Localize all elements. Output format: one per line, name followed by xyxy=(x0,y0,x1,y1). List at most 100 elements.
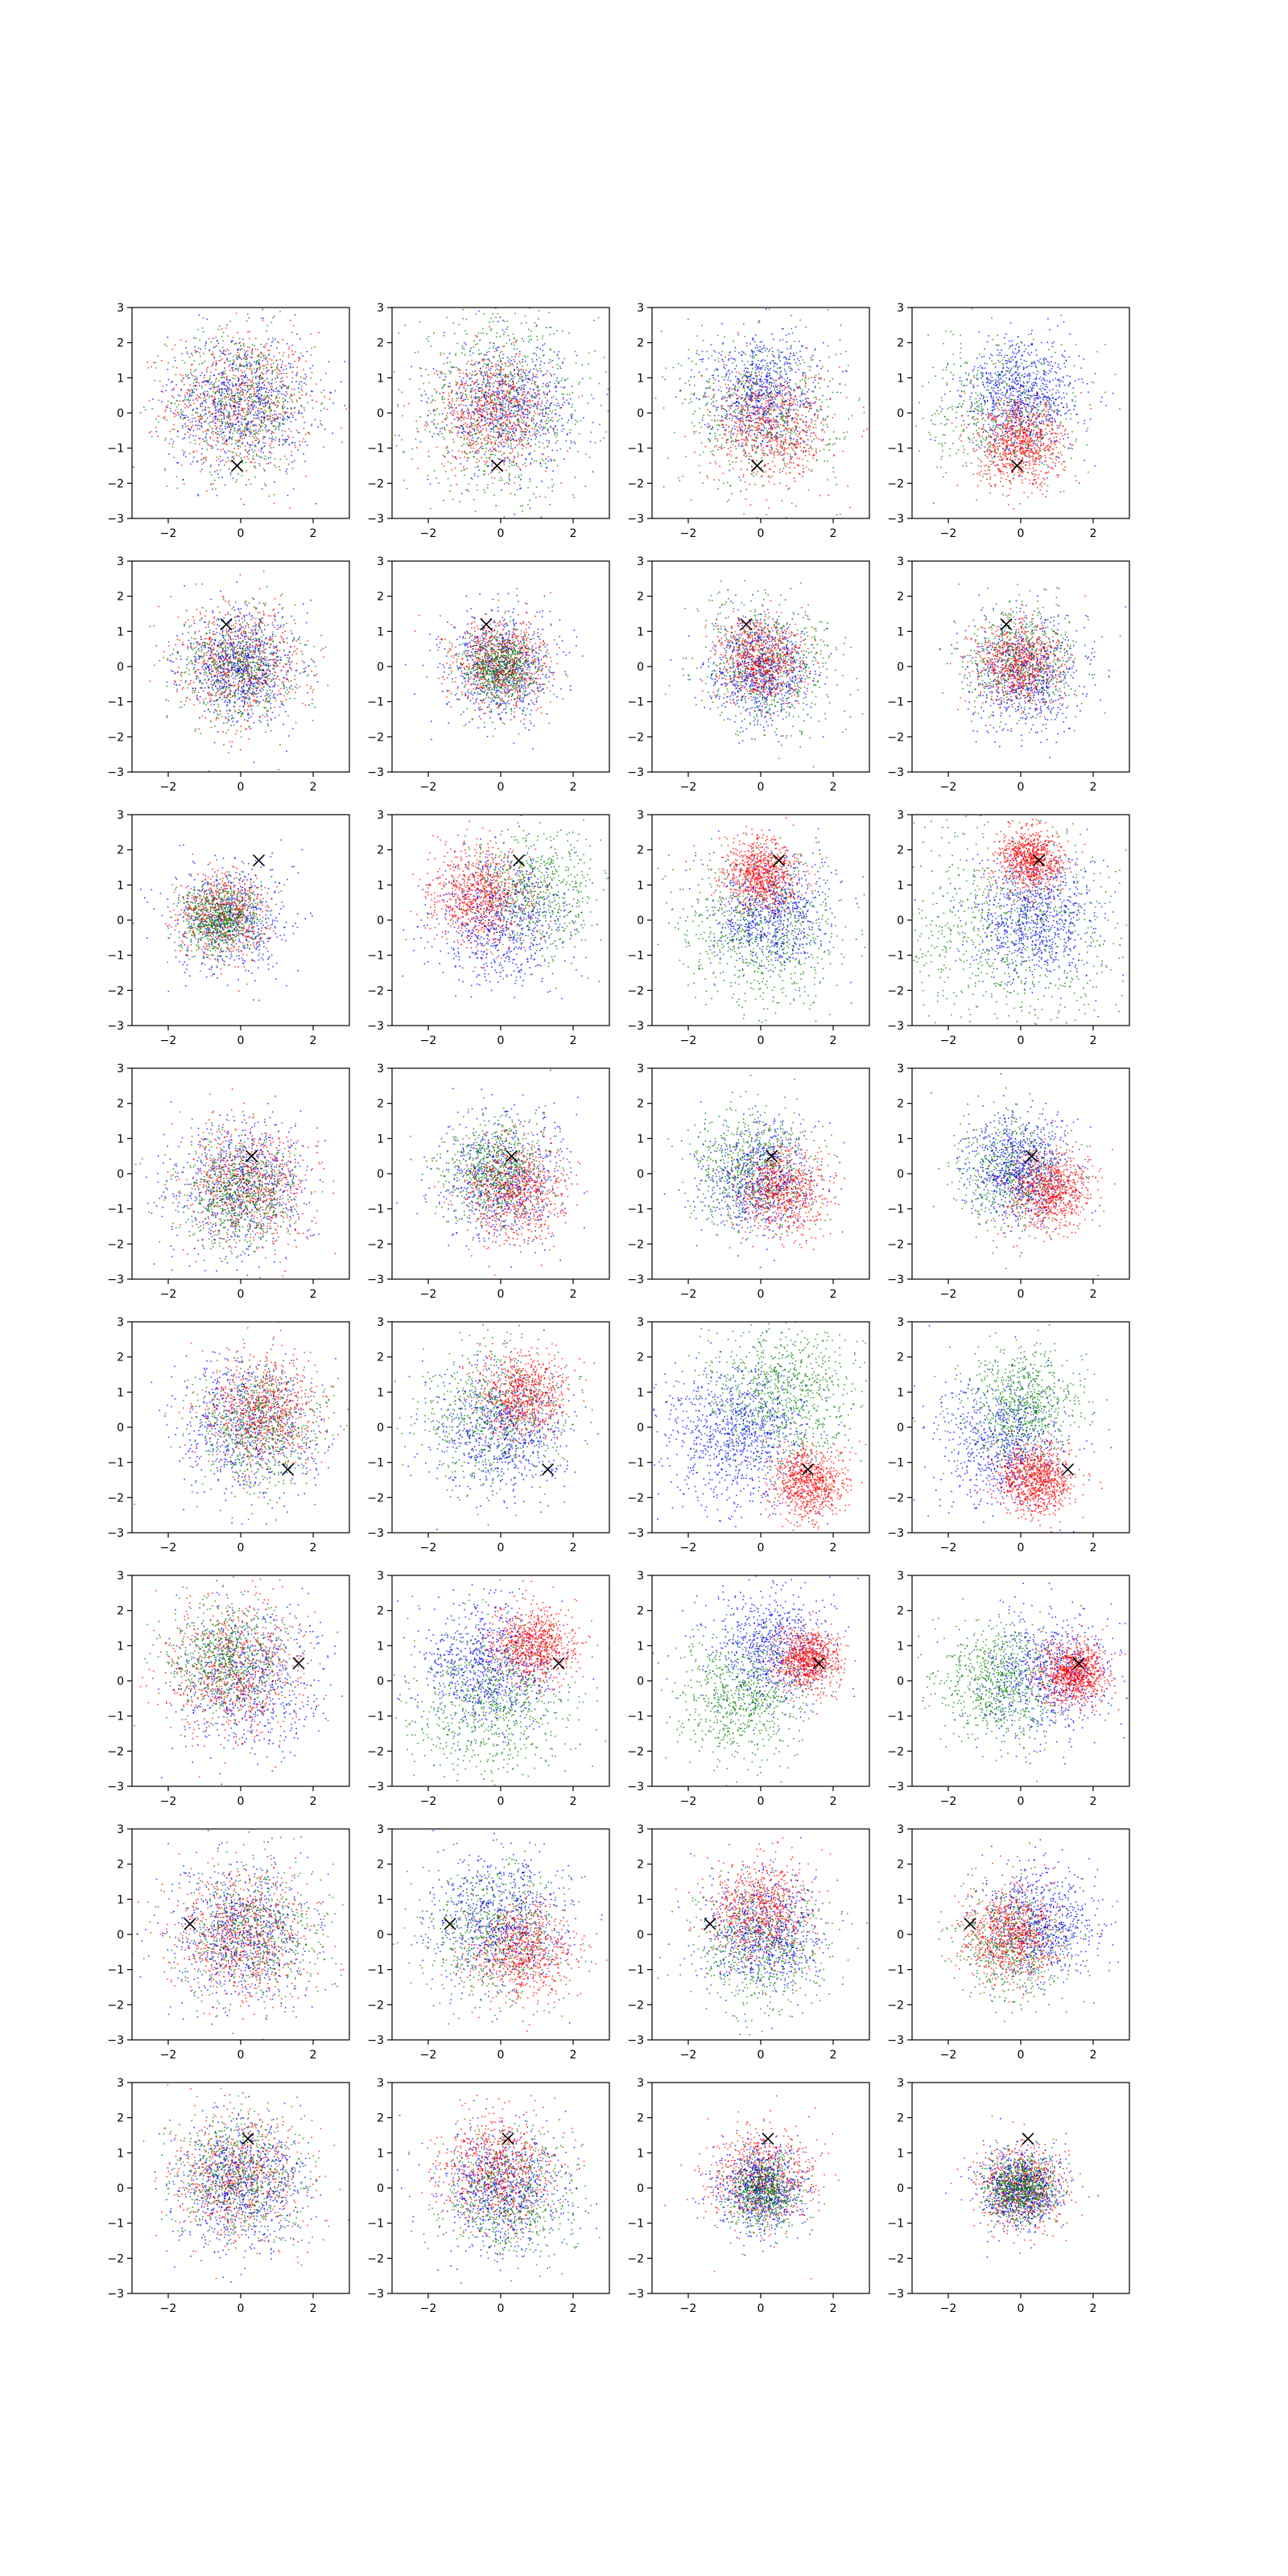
data-point xyxy=(572,404,573,406)
data-point xyxy=(224,368,225,369)
data-point xyxy=(456,400,457,402)
data-point xyxy=(223,409,225,411)
data-point xyxy=(221,406,222,407)
data-point xyxy=(784,415,786,417)
data-point xyxy=(312,372,313,374)
data-point xyxy=(477,404,479,406)
data-point xyxy=(467,408,469,410)
data-point xyxy=(487,487,489,489)
data-point xyxy=(556,386,558,388)
data-point xyxy=(259,360,261,361)
data-point xyxy=(203,400,204,402)
data-point xyxy=(503,462,505,464)
data-point xyxy=(503,374,505,376)
data-point xyxy=(254,424,256,426)
data-point xyxy=(536,429,538,431)
data-point xyxy=(487,392,489,394)
data-point xyxy=(555,387,556,389)
data-point xyxy=(417,468,419,469)
data-point xyxy=(502,392,503,394)
data-point xyxy=(572,407,573,408)
data-point xyxy=(560,368,562,369)
data-point xyxy=(753,357,755,358)
data-point xyxy=(230,353,232,354)
data-point xyxy=(532,400,534,402)
data-point xyxy=(221,399,222,401)
data-point xyxy=(502,402,504,403)
data-point xyxy=(435,400,436,402)
data-point xyxy=(312,365,314,367)
data-point xyxy=(510,440,511,441)
data-point xyxy=(155,380,156,382)
data-point xyxy=(254,369,255,370)
data-point xyxy=(516,389,518,390)
data-point xyxy=(211,474,213,476)
data-point xyxy=(280,414,282,415)
data-point xyxy=(304,460,306,462)
data-point xyxy=(308,431,310,433)
data-point xyxy=(192,436,194,437)
y-tick-label: 1 xyxy=(377,372,384,385)
data-point xyxy=(199,385,200,386)
data-point xyxy=(446,424,448,426)
data-point xyxy=(536,374,538,376)
data-point xyxy=(466,396,468,398)
data-point xyxy=(175,403,176,405)
data-point xyxy=(260,451,262,452)
data-point xyxy=(255,372,257,374)
data-point xyxy=(304,441,306,443)
data-point xyxy=(210,438,212,440)
data-point xyxy=(292,468,294,469)
data-point xyxy=(279,413,280,415)
data-point xyxy=(478,353,480,355)
data-point xyxy=(236,453,237,455)
data-point xyxy=(209,426,211,427)
data-point xyxy=(341,382,342,383)
data-point xyxy=(298,357,299,358)
data-point xyxy=(246,357,248,359)
data-point xyxy=(473,437,474,439)
data-point xyxy=(531,406,533,407)
data-point xyxy=(712,375,713,377)
data-point xyxy=(428,382,430,384)
data-point xyxy=(543,433,545,435)
data-point xyxy=(165,438,167,440)
data-point xyxy=(526,369,527,371)
data-point xyxy=(498,395,500,397)
data-point xyxy=(191,427,192,428)
data-point xyxy=(464,436,465,437)
data-point xyxy=(483,408,485,410)
data-point xyxy=(266,331,267,332)
data-point xyxy=(518,356,520,357)
data-point xyxy=(721,444,723,446)
data-point xyxy=(510,431,511,433)
data-point xyxy=(513,415,514,417)
data-point xyxy=(449,432,451,434)
data-point xyxy=(479,370,481,372)
data-point xyxy=(466,453,468,455)
data-point xyxy=(440,353,442,354)
data-point xyxy=(239,398,241,399)
data-point xyxy=(239,357,241,359)
data-point xyxy=(244,371,246,373)
data-point xyxy=(700,408,701,410)
data-point xyxy=(252,353,254,355)
data-point xyxy=(444,353,445,354)
data-point xyxy=(428,456,430,457)
data-point xyxy=(782,420,784,422)
data-point xyxy=(289,398,291,399)
data-point xyxy=(817,416,819,418)
data-point xyxy=(576,355,578,357)
data-point xyxy=(449,403,451,405)
data-point xyxy=(483,379,485,381)
data-point xyxy=(504,394,506,395)
data-point xyxy=(498,346,500,348)
data-point xyxy=(198,348,200,349)
data-point xyxy=(751,445,753,447)
data-point xyxy=(522,389,524,390)
data-point xyxy=(194,379,196,381)
data-point xyxy=(549,504,551,506)
data-point xyxy=(547,445,549,447)
data-point xyxy=(799,380,801,382)
data-point xyxy=(218,464,220,466)
